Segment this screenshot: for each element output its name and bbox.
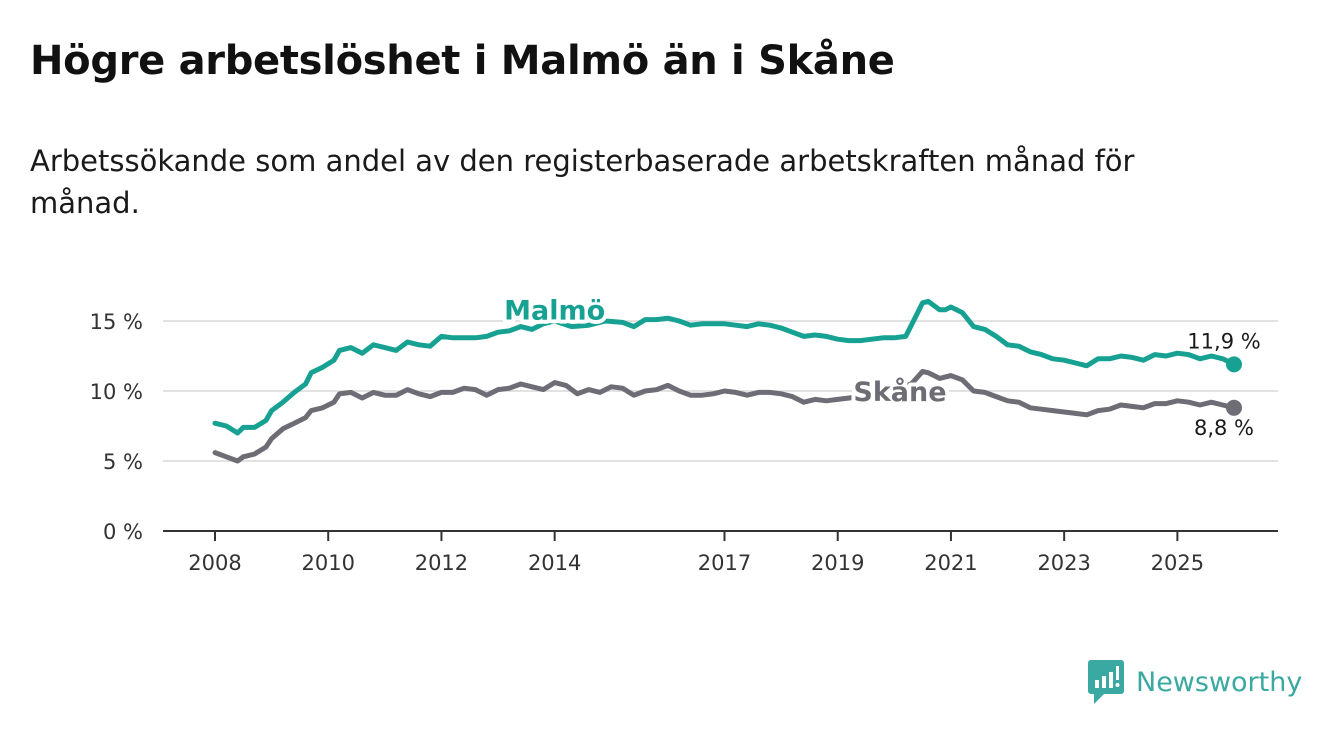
axes: 0 % 5 % 10 % 15 % 2008 2010 2012 2014 2017 2019 20… (90, 310, 1278, 575)
y-tick-label: 15 % (90, 310, 143, 334)
series-lines (212, 298, 1242, 464)
series-line-skåne (212, 368, 1237, 464)
x-tick-label: 2025 (1151, 551, 1204, 575)
x-tick-label: 2021 (924, 551, 977, 575)
newsworthy-logo-icon (1088, 660, 1124, 704)
series-end-value-label: 11,9 % (1187, 329, 1260, 353)
newsworthy-logo: Newsworthy (1088, 660, 1302, 704)
page-title: Högre arbetslöshet i Malmö än i Skåne (30, 38, 895, 84)
brand-name: Newsworthy (1136, 666, 1303, 698)
x-tick-label: 2017 (698, 551, 751, 575)
x-tick-label: 2014 (528, 551, 581, 575)
chart-subtitle: Arbetssökande som andel av den registerb… (30, 144, 1135, 220)
series-name-label: Malmö (504, 296, 605, 327)
series-end-point (1226, 356, 1242, 373)
series-end-point (1226, 399, 1242, 416)
x-tick-label: 2012 (415, 551, 468, 575)
x-tick-label: 2023 (1037, 551, 1090, 575)
y-tick-label: 10 % (90, 380, 143, 404)
series-name-label: Skåne (853, 376, 946, 408)
y-tick-label: 5 % (103, 450, 143, 474)
x-tick-label: 2010 (301, 551, 354, 575)
y-tick-label: 0 % (103, 520, 143, 544)
x-tick-label: 2008 (188, 551, 241, 575)
series-end-value-label: 8,8 % (1194, 416, 1254, 440)
x-tick-label: 2019 (811, 551, 864, 575)
series-line-malmö (212, 298, 1237, 436)
series-name-label-halo: Skåne (853, 376, 946, 408)
series-name-label-halo: Malmö (504, 296, 605, 327)
